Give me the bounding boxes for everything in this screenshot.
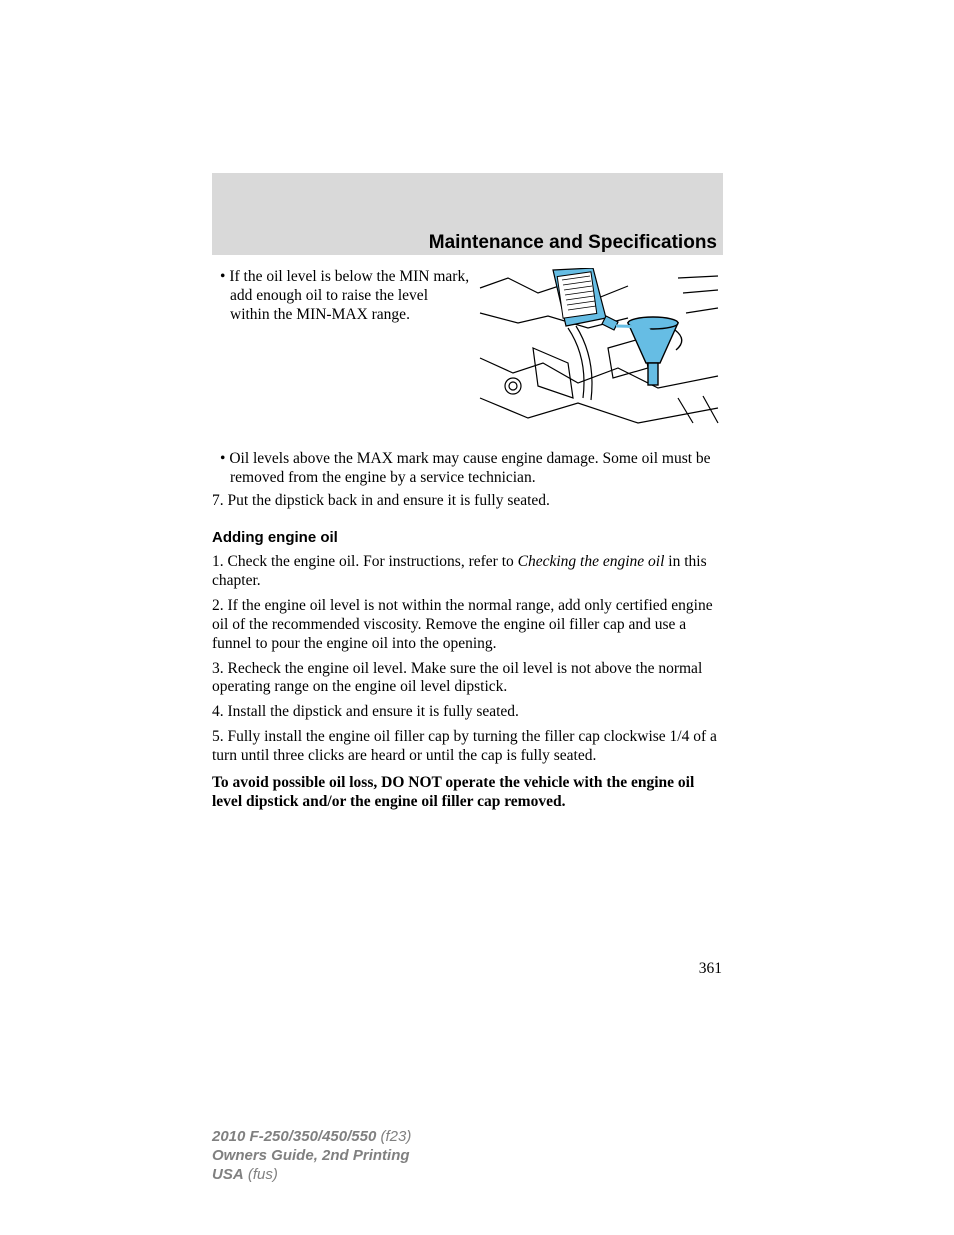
step-2: 2. If the engine oil level is not within…: [212, 597, 723, 654]
engine-oil-illustration: [478, 268, 722, 428]
footer-line-3: USA (fus): [212, 1166, 411, 1185]
step-5: 5. Fully install the engine oil filler c…: [212, 728, 723, 766]
footer-line-2: Owners Guide, 2nd Printing: [212, 1147, 411, 1166]
warning-text: To avoid possible oil loss, DO NOT opera…: [212, 774, 723, 812]
footer-code1: (f23): [376, 1128, 411, 1145]
subheading-adding-oil: Adding engine oil: [212, 529, 723, 547]
bullet-item-min-mark: If the oil level is below the MIN mark, …: [212, 268, 470, 428]
footer-model: 2010 F-250/350/450/550: [212, 1128, 376, 1145]
bullet-item-max-mark: Oil levels above the MAX mark may cause …: [212, 450, 723, 488]
footer-block: 2010 F-250/350/450/550 (f23) Owners Guid…: [212, 1128, 411, 1184]
step-1-text-a: 1. Check the engine oil. For instruction…: [212, 553, 518, 570]
step-1: 1. Check the engine oil. For instruction…: [212, 553, 723, 591]
page-content: If the oil level is below the MIN mark, …: [212, 268, 723, 812]
footer-region: USA: [212, 1166, 244, 1183]
step-3: 3. Recheck the engine oil level. Make su…: [212, 660, 723, 698]
section-title: Maintenance and Specifications: [212, 232, 723, 254]
bullet-with-illustration-row: If the oil level is below the MIN mark, …: [212, 268, 723, 428]
page-number: 361: [699, 960, 722, 978]
footer-code2: (fus): [244, 1166, 278, 1183]
step-7: 7. Put the dipstick back in and ensure i…: [212, 492, 723, 511]
footer-line-1: 2010 F-250/350/450/550 (f23): [212, 1128, 411, 1147]
step-1-italic: Checking the engine oil: [518, 553, 665, 570]
step-4: 4. Install the dipstick and ensure it is…: [212, 703, 723, 722]
